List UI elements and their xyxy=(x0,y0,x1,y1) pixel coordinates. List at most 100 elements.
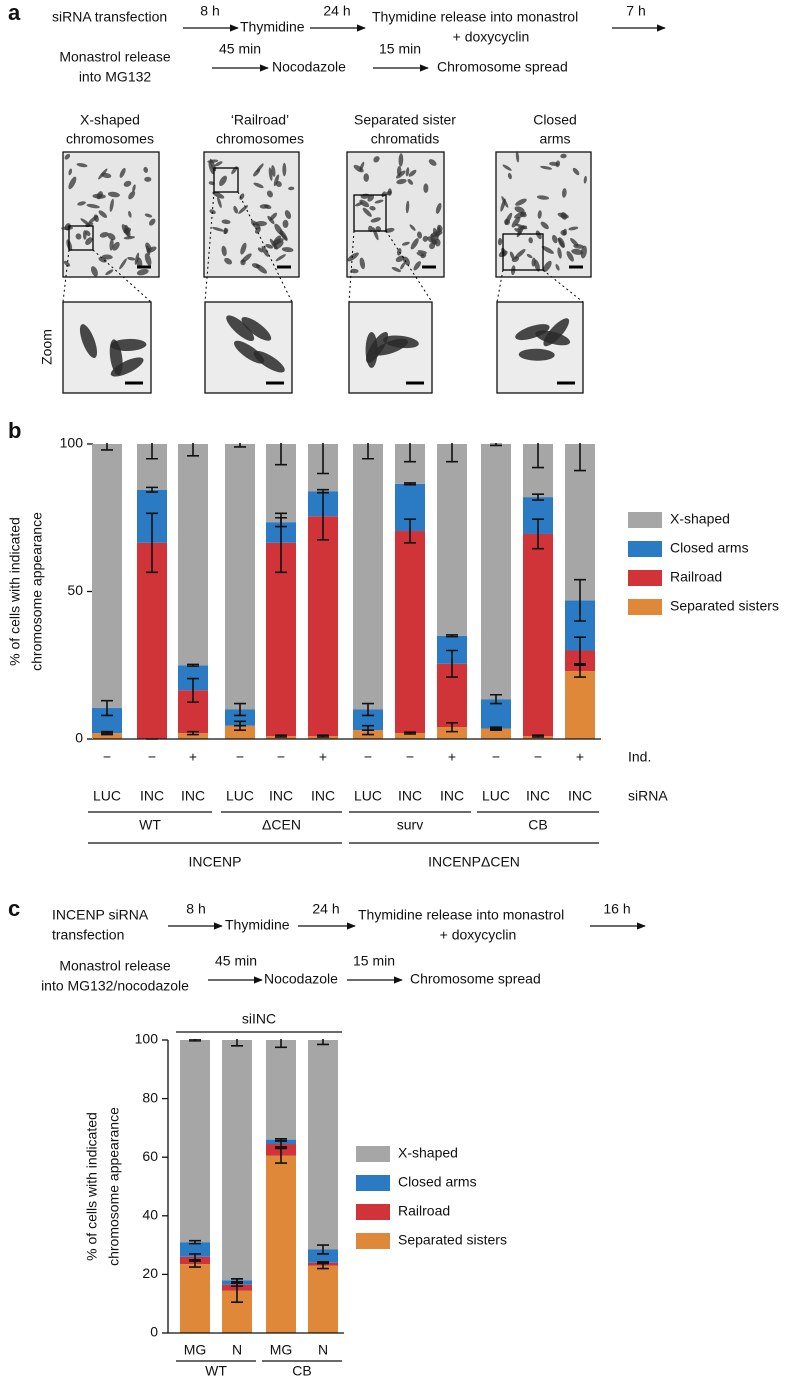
chromosome xyxy=(128,210,132,218)
protocol-step: INCENP siRNA xyxy=(52,907,149,923)
error-bar xyxy=(275,516,287,528)
chromosome xyxy=(275,181,282,187)
chromosome xyxy=(272,238,284,245)
chromosome xyxy=(407,178,414,185)
chromosome xyxy=(502,164,512,171)
chromosome xyxy=(561,188,567,198)
chromosome xyxy=(511,216,521,228)
error-bar xyxy=(532,734,544,738)
chromosome xyxy=(105,269,114,276)
legend-label: Railroad xyxy=(398,1203,450,1219)
chromosome xyxy=(112,241,120,251)
protocol-step: + doxycyclin xyxy=(440,927,517,943)
error-bar xyxy=(187,677,199,703)
chromosome xyxy=(515,151,520,163)
zoom-region xyxy=(502,233,544,271)
x-tick-label: N xyxy=(232,1342,242,1358)
chromosome xyxy=(405,167,410,177)
error-bar xyxy=(446,721,458,733)
error-bar xyxy=(362,443,374,460)
error-bar xyxy=(275,734,287,738)
bar-segment xyxy=(180,1242,210,1257)
bar-segment xyxy=(481,444,511,700)
chromosome xyxy=(281,247,294,253)
x-tick-label: LUC xyxy=(93,788,121,804)
protocol-time: 16 h xyxy=(603,901,630,917)
chromosome xyxy=(391,267,402,273)
protocol-time: 7 h xyxy=(626,3,645,19)
chromosome xyxy=(369,206,376,211)
x-tick-label: INC xyxy=(269,788,293,804)
error-bar xyxy=(275,1147,287,1164)
chromosome xyxy=(413,261,421,271)
chromosome xyxy=(370,217,381,223)
micrographs xyxy=(61,151,592,394)
image-title: chromatids xyxy=(371,131,439,147)
chromosome xyxy=(381,191,386,198)
chromosome xyxy=(80,218,91,226)
protocol-step: + doxycyclin xyxy=(453,29,530,45)
error-bar xyxy=(317,1039,329,1046)
chromosome xyxy=(497,237,503,246)
chromosome xyxy=(395,255,405,263)
chromosome xyxy=(273,174,280,187)
x-tick-label: INC xyxy=(311,788,335,804)
y-tick-label: 100 xyxy=(135,1031,159,1047)
bar-segment xyxy=(353,709,383,731)
legend-label: X-shaped xyxy=(670,511,730,527)
legend-label: Closed arms xyxy=(398,1174,477,1190)
chromosome xyxy=(224,257,233,265)
error-bar xyxy=(146,512,158,574)
error-bar xyxy=(146,486,158,493)
chromosome xyxy=(240,242,247,255)
error-bar xyxy=(532,443,544,469)
chromosome xyxy=(107,233,116,241)
bar-segment xyxy=(180,1040,210,1243)
chromosome xyxy=(422,235,429,242)
chromosome xyxy=(268,167,273,181)
x-tick-label: LUC xyxy=(482,788,510,804)
chromosome xyxy=(514,211,527,219)
y-tick-label: 0 xyxy=(75,730,83,746)
chromosome xyxy=(101,172,112,179)
bar-segment xyxy=(92,444,122,709)
bar-segment xyxy=(225,725,255,739)
chromosome xyxy=(214,161,223,167)
chromosome xyxy=(573,244,584,249)
zoom-guide xyxy=(496,269,504,303)
chromosome xyxy=(233,205,238,214)
x-tick-label: INC xyxy=(526,788,550,804)
legend-swatch xyxy=(628,570,662,586)
chromosome xyxy=(107,191,120,198)
chromosome xyxy=(109,198,114,212)
bar-segment xyxy=(308,1040,338,1250)
chromosome xyxy=(77,201,86,206)
bar-segment xyxy=(266,1155,296,1333)
y-axis-label: % of cells with indicated xyxy=(7,517,23,666)
chromosome xyxy=(552,234,558,244)
chromosome xyxy=(542,260,552,272)
chromosome xyxy=(359,199,370,208)
chromosome xyxy=(572,167,580,176)
x-tick-label: LUC xyxy=(226,788,254,804)
chromosome xyxy=(76,163,88,168)
chromosome xyxy=(555,160,561,168)
error-bar xyxy=(234,702,246,717)
bar-segment xyxy=(395,733,425,739)
chromosome xyxy=(528,237,533,244)
chromosome xyxy=(253,350,285,373)
protocol-step: Thymidine release into monastrol xyxy=(358,907,564,923)
legend-swatch xyxy=(356,1233,390,1249)
chromosome xyxy=(518,348,555,361)
legend-label: X-shaped xyxy=(398,1145,458,1161)
chromosome xyxy=(373,156,380,163)
chromosome xyxy=(240,259,246,266)
chromosome xyxy=(557,247,562,259)
chromosome xyxy=(562,228,567,236)
error-bar xyxy=(446,443,458,463)
chromosome xyxy=(540,221,549,230)
chromosome xyxy=(212,227,225,232)
zoom-guide xyxy=(542,269,584,303)
induction-label: − xyxy=(364,749,372,765)
chromosome xyxy=(254,221,268,227)
